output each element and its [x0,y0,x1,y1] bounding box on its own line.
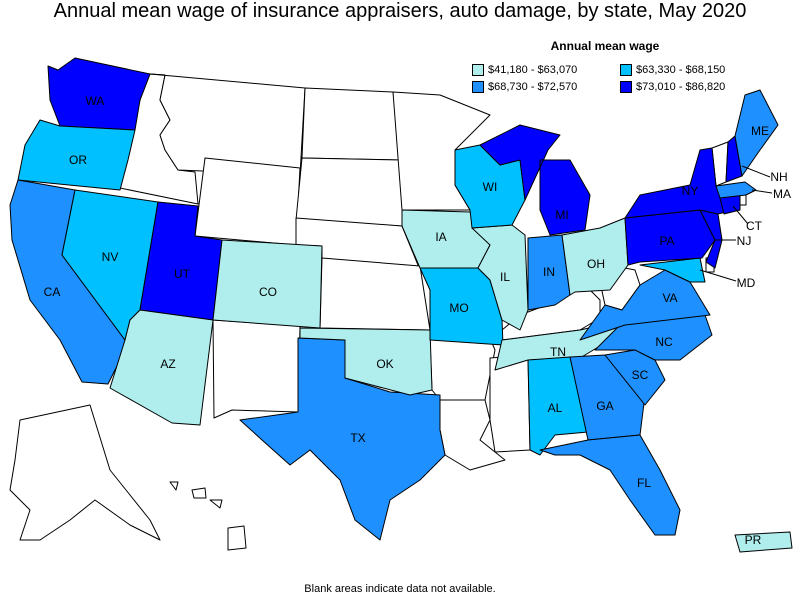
label-TX: TX [350,431,365,445]
label-MA: MA [773,187,791,201]
state-NM[interactable] [212,319,301,419]
leader-MA [751,189,773,194]
legend-label-4: $73,010 - $86,820 [636,81,726,93]
legend-item-2: $63,330 - $68,150 [620,64,725,76]
legend-swatch-1 [472,64,484,76]
label-NV: NV [102,250,119,264]
label-OH: OH [587,257,605,271]
state-MI[interactable] [479,124,591,236]
state-PR[interactable] [734,531,793,553]
label-AZ: AZ [160,357,175,371]
legend-title: Annual mean wage [550,39,660,53]
state-MT[interactable] [149,73,306,176]
state-FL[interactable] [539,434,681,536]
label-MD: MD [737,276,756,290]
legend-swatch-2 [620,64,632,76]
blank-states [9,73,747,551]
state-IN[interactable] [527,234,571,311]
legend-swatch-3 [472,81,484,93]
label-IL: IL [500,270,510,284]
label-NY: NY [682,184,699,198]
state-ND[interactable] [301,87,403,161]
data-states [9,57,793,553]
state-NY[interactable] [624,147,727,219]
legend-label-3: $68,730 - $72,570 [488,81,578,93]
state-MA[interactable] [715,181,757,199]
label-SC: SC [632,368,649,382]
label-IA: IA [435,230,446,244]
state-KS[interactable] [319,257,431,331]
label-OK: OK [376,357,393,371]
label-FL: FL [637,476,651,490]
state-OH[interactable] [561,217,629,296]
leader-NH [741,165,771,178]
label-AL: AL [548,401,563,415]
legend-item-3: $68,730 - $72,570 [472,81,577,93]
state-RI[interactable] [739,194,747,206]
state-SD[interactable] [295,157,403,227]
label-IN: IN [543,265,555,279]
state-IL[interactable] [471,224,529,331]
label-NJ: NJ [737,234,752,248]
legend-item-4: $73,010 - $86,820 [620,81,725,93]
leader-CT [732,205,749,225]
state-ME[interactable] [734,89,779,177]
state-AK[interactable] [9,404,161,541]
label-GA: GA [596,399,613,413]
label-NH: NH [770,170,787,184]
label-CO: CO [259,285,277,299]
state-OR[interactable] [17,119,136,191]
map-title: Annual mean wage of insurance appraisers… [53,0,747,22]
state-AR[interactable] [429,337,496,401]
state-CO[interactable] [212,239,323,329]
state-WA[interactable] [47,57,151,131]
legend-label-1: $41,180 - $63,070 [488,64,578,76]
label-WI: WI [483,180,498,194]
state-HI[interactable] [169,481,247,551]
legend-label-2: $63,330 - $68,150 [636,64,726,76]
label-CA: CA [44,285,61,299]
legend-swatch-4 [620,81,632,93]
leader-lines [699,165,773,282]
label-NC: NC [655,335,673,349]
label-CT: CT [746,219,763,233]
label-PR: PR [745,533,762,547]
label-MO: MO [449,301,468,315]
label-UT: UT [174,267,191,281]
label-TN: TN [550,345,566,359]
label-VA: VA [662,291,677,305]
leader-MD [699,269,737,282]
legend-item-1: $41,180 - $63,070 [472,64,577,76]
label-OR: OR [69,153,87,167]
label-MI: MI [555,208,568,222]
footnote: Blank areas indicate data not available. [304,583,496,595]
label-PA: PA [659,234,674,248]
state-WY[interactable] [194,157,301,246]
state-AZ[interactable] [109,309,214,426]
label-ME: ME [751,124,769,138]
state-labels: WA OR CA NV UT AZ CO TX OK IA MO IL WI M… [44,94,791,547]
state-SC[interactable] [604,349,666,406]
label-WA: WA [86,94,105,108]
state-TX[interactable] [239,337,446,541]
